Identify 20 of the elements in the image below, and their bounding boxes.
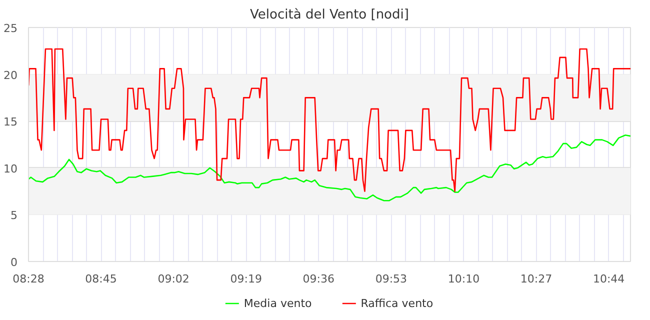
x-tick-label: 08:28: [12, 272, 44, 286]
x-tick-label: 09:36: [302, 272, 335, 286]
y-tick-label: 25: [4, 22, 18, 35]
y-tick-label: 15: [4, 116, 18, 129]
line-series: [28, 134, 630, 202]
y-tick-label: 10: [4, 162, 18, 176]
legend-label: Media vento: [244, 296, 312, 310]
x-tick-label: 08:45: [85, 272, 117, 286]
x-tick-label: 10:44: [592, 272, 625, 286]
legend-label: Raffica vento: [360, 296, 434, 310]
y-tick-label: 20: [4, 68, 18, 82]
y-tick-label: 5: [10, 209, 18, 222]
chart-title: Velocità del Vento [nodi]: [250, 8, 409, 22]
x-tick-label: 09:02: [158, 272, 190, 286]
y-tick-label: 0: [10, 256, 18, 269]
x-tick-label: 09:19: [230, 272, 262, 286]
line-series: [28, 48, 630, 192]
x-tick-label: 10:27: [520, 272, 552, 286]
x-tick-label: 10:10: [448, 272, 480, 286]
x-tick-label: 09:53: [375, 272, 408, 286]
